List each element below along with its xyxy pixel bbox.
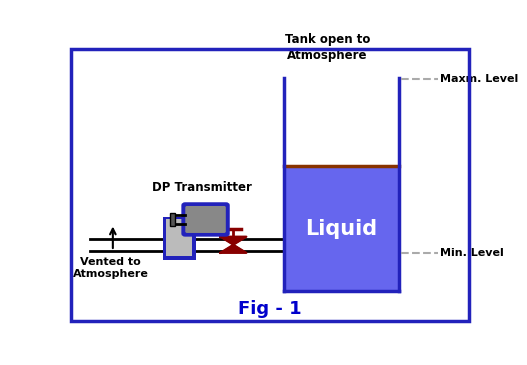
Text: Fig - 1: Fig - 1 <box>238 300 302 318</box>
FancyBboxPatch shape <box>184 204 227 234</box>
Text: DP Transmitter: DP Transmitter <box>152 181 251 194</box>
Bar <box>285 166 399 291</box>
Text: Vented to
Atmosphere: Vented to Atmosphere <box>73 257 149 279</box>
Bar <box>170 213 175 226</box>
Bar <box>166 219 192 256</box>
Text: Maxm. Level: Maxm. Level <box>440 74 518 84</box>
Text: Liquid: Liquid <box>306 219 378 239</box>
Polygon shape <box>220 237 247 245</box>
Text: Tank open to
Atmosphere: Tank open to Atmosphere <box>285 33 370 62</box>
Text: Min. Level: Min. Level <box>440 248 503 258</box>
Bar <box>163 217 196 260</box>
Polygon shape <box>220 245 247 253</box>
